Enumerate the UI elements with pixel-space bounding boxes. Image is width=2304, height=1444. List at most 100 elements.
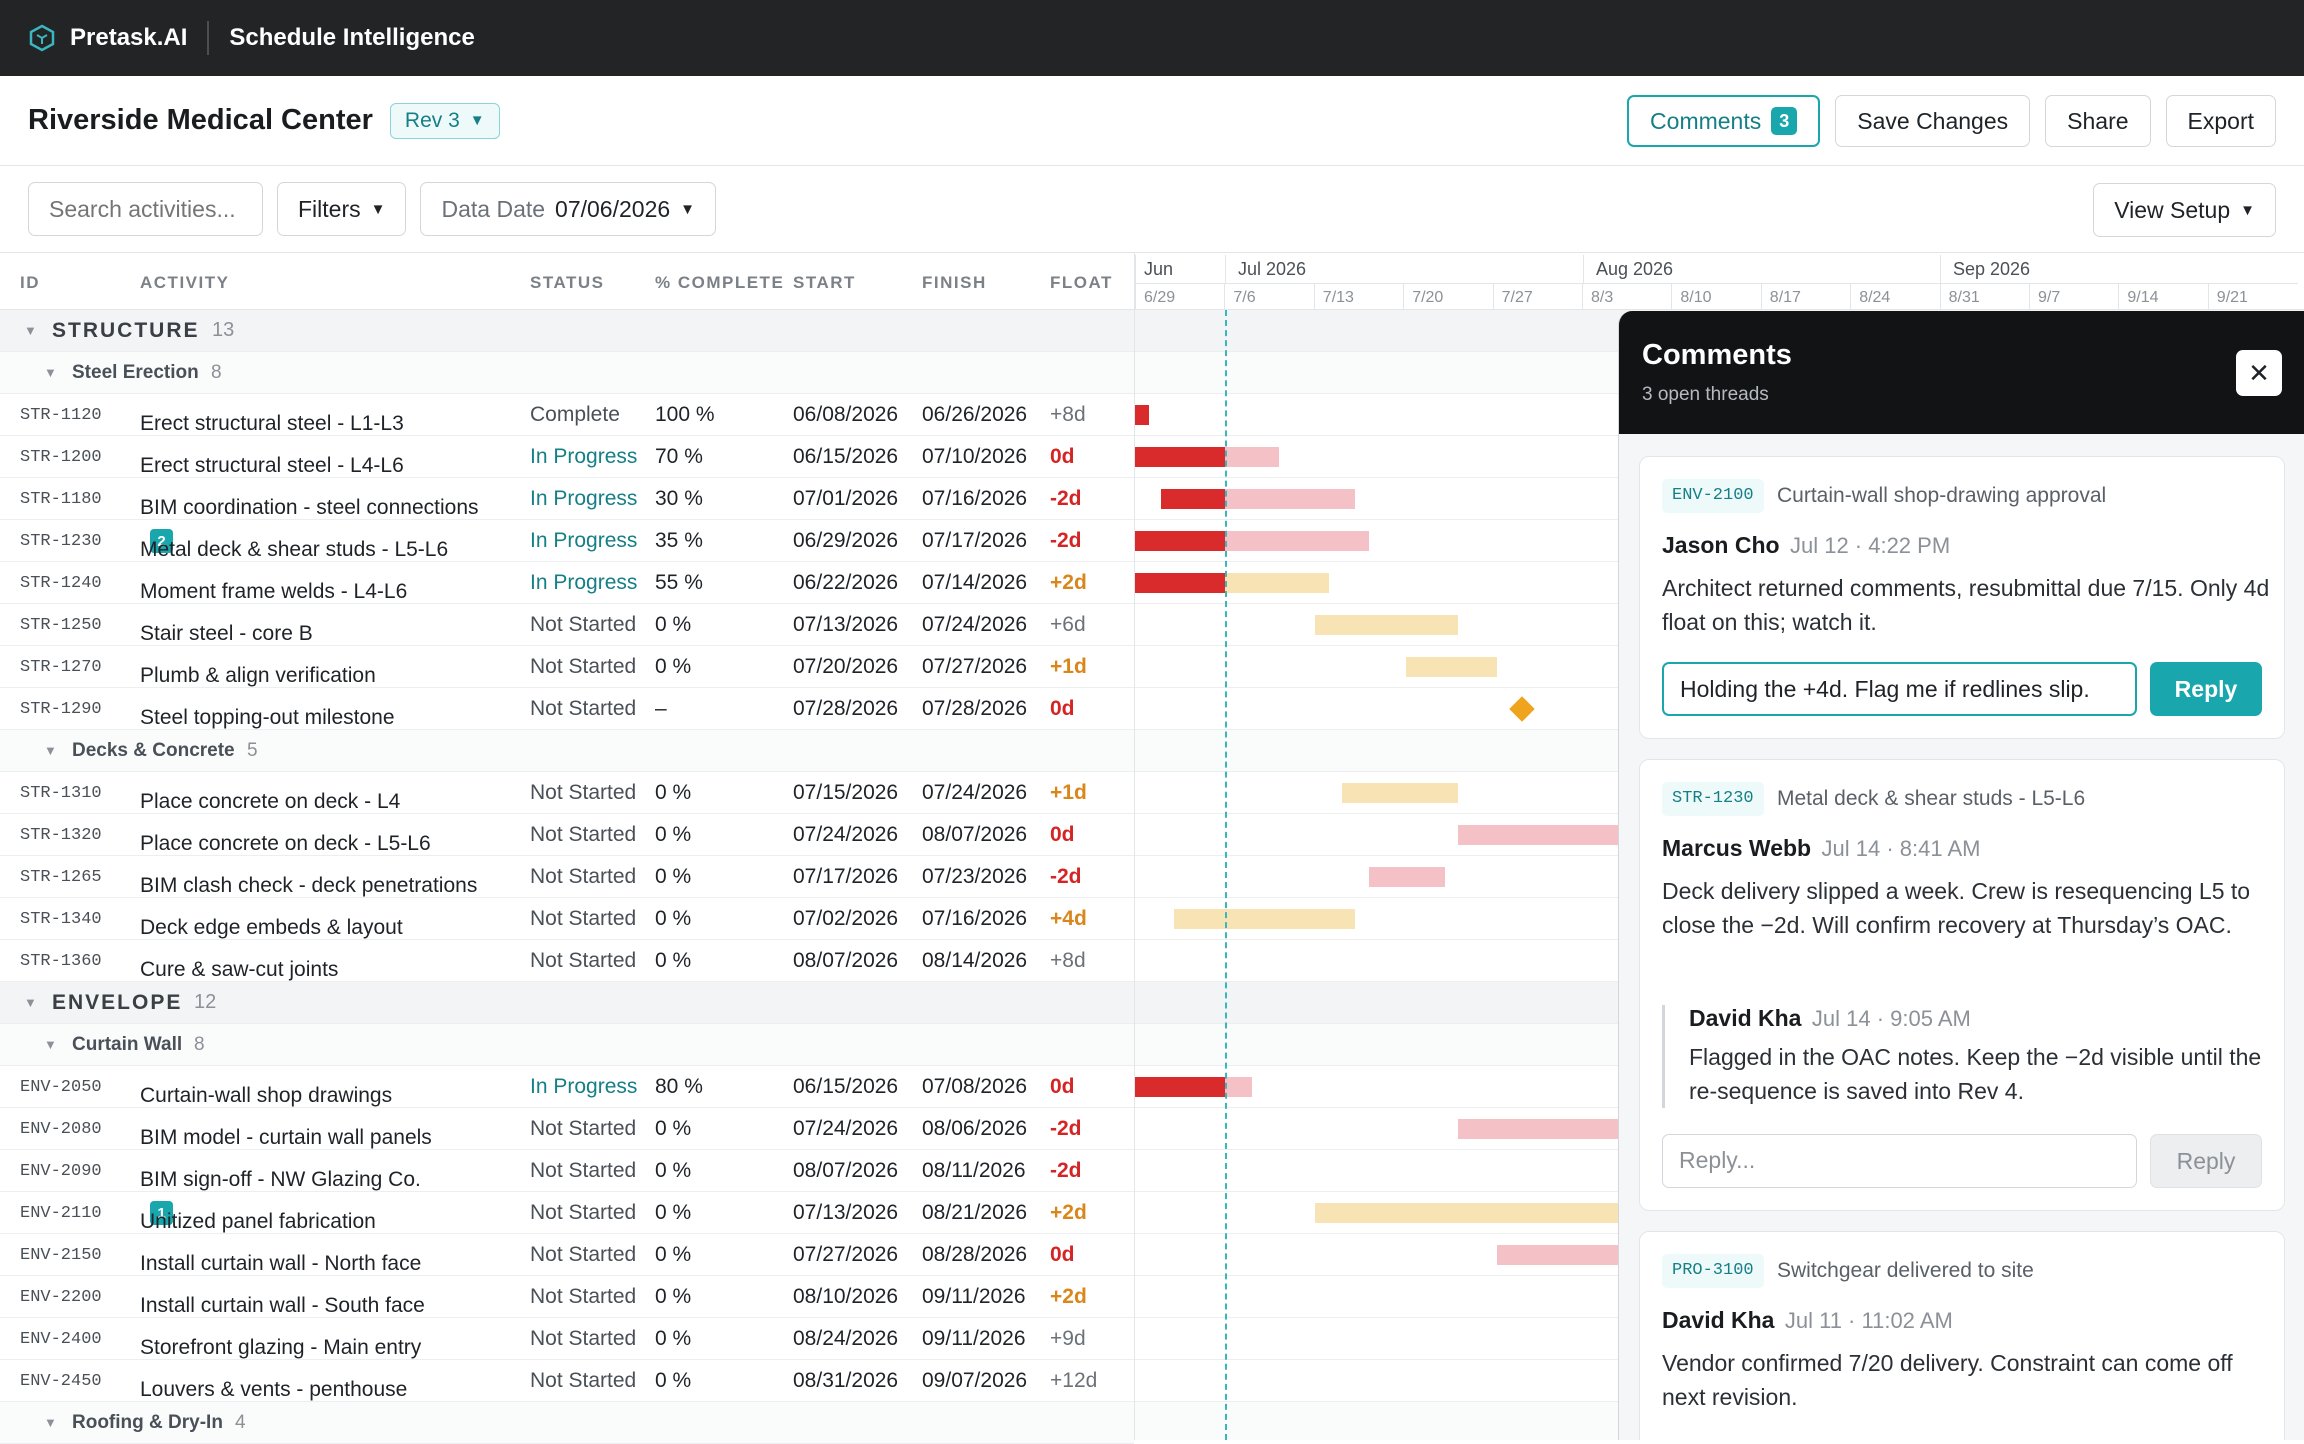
table-row[interactable]: ENV-2050 Curtain-wall shop drawings In Pro… (0, 1066, 1134, 1108)
collapse-caret-icon[interactable]: ▼ (24, 995, 37, 1010)
table-row[interactable]: STR-1340 Deck edge embeds & layout Not Sta… (0, 898, 1134, 940)
comment-count-badge[interactable]: 1 (150, 1201, 173, 1225)
comment-body: Architect returned comments, resubmittal… (1662, 575, 2270, 635)
comment-count-badge[interactable]: 2 (150, 529, 173, 553)
gantt-bar-remaining[interactable] (1458, 825, 1655, 845)
collapse-caret-icon[interactable]: ▼ (24, 323, 37, 338)
gantt-bar-remaining[interactable] (1315, 1203, 1655, 1223)
gantt-bar-remaining[interactable] (1225, 489, 1355, 509)
collapse-caret-icon[interactable]: ▼ (44, 365, 57, 380)
table-row[interactable]: STR-1290 Steel topping-out milestone Not S… (0, 688, 1134, 730)
gantt-bar-complete[interactable] (1135, 1077, 1225, 1097)
reply-button[interactable]: Reply (2150, 662, 2262, 716)
activity-status: In Progress (530, 487, 638, 510)
gantt-bar-complete[interactable] (1135, 531, 1225, 551)
gantt-bar-remaining[interactable] (1225, 447, 1279, 467)
group-name: Roofing & Dry-In (72, 1412, 223, 1433)
gantt-bar-remaining[interactable] (1174, 909, 1355, 929)
revision-select[interactable]: Rev 3 ▼ (389, 102, 500, 139)
column-header-id[interactable]: ID (20, 273, 40, 292)
gantt-bar-remaining[interactable] (1369, 867, 1445, 887)
search-input[interactable] (28, 182, 263, 236)
table-row[interactable]: STR-1360 Cure & saw-cut joints Not Started… (0, 940, 1134, 982)
collapse-caret-icon[interactable]: ▼ (44, 743, 57, 758)
subgroup-row[interactable]: ▼ Curtain Wall 8 (0, 1024, 1134, 1066)
group-name: STRUCTURE (52, 319, 200, 342)
gantt-bar-remaining[interactable] (1225, 531, 1369, 551)
activity-float: +8d (1050, 949, 1086, 972)
share-button[interactable]: Share (2045, 95, 2151, 147)
table-row[interactable]: ENV-2450 Louvers & vents - penthouse Not S… (0, 1360, 1134, 1402)
group-row[interactable]: ▼ STRUCTURE 13 (0, 310, 1134, 352)
table-row[interactable]: STR-1310 Place concrete on deck - L4 Not S… (0, 772, 1134, 814)
save-changes-button[interactable]: Save Changes (1835, 95, 2031, 147)
activity-tag[interactable]: ENV-2100 (1662, 479, 1764, 513)
activity-name: Metal deck & shear studs - L5-L6 2 (140, 529, 448, 561)
collapse-caret-icon[interactable]: ▼ (44, 1415, 57, 1430)
column-header-float[interactable]: FLOAT (1050, 273, 1113, 292)
reply-input[interactable]: Holding the +4d. Flag me if redlines sli… (1662, 662, 2137, 716)
gantt-bar-complete[interactable] (1161, 489, 1225, 509)
reply-input[interactable]: Reply... (1662, 1134, 2137, 1188)
filters-button[interactable]: Filters ▼ (277, 182, 407, 236)
activity-percent: 0 % (655, 1285, 692, 1308)
export-button[interactable]: Export (2165, 95, 2276, 147)
table-row[interactable]: STR-1270 Plumb & align verification Not St… (0, 646, 1134, 688)
gantt-bar-complete[interactable] (1135, 405, 1149, 425)
table-row[interactable]: ENV-2150 Install curtain wall - North fac… (0, 1234, 1134, 1276)
table-row[interactable]: ENV-2080 BIM model - curtain wall panels N… (0, 1108, 1134, 1150)
activity-tag[interactable]: PRO-3100 (1662, 1254, 1764, 1288)
gantt-bar-remaining[interactable] (1406, 657, 1497, 677)
revision-label: Rev 3 (404, 108, 460, 132)
view-setup-button[interactable]: View Setup ▼ (2093, 183, 2276, 237)
timeline-week: 7/20 (1403, 283, 1494, 311)
gantt-bar-remaining[interactable] (1497, 1245, 1655, 1265)
table-row[interactable]: ENV-2110 Unitized panel fabrication 1 Not S… (0, 1192, 1134, 1234)
gantt-bar-complete[interactable] (1135, 573, 1225, 593)
column-header-activity[interactable]: ACTIVITY (140, 273, 230, 292)
activity-percent: – (655, 697, 667, 720)
gantt-bar-remaining[interactable] (1225, 573, 1329, 593)
activity-start: 07/20/2026 (793, 655, 899, 678)
milestone-diamond-icon[interactable] (1509, 696, 1535, 722)
subgroup-row[interactable]: ▼ Steel Erection 8 (0, 352, 1134, 394)
timeline-week: 8/17 (1760, 283, 1851, 311)
reply-button[interactable]: Reply (2150, 1134, 2262, 1188)
gantt-bar-remaining[interactable] (1225, 1077, 1252, 1097)
activity-start: 06/22/2026 (793, 571, 899, 594)
table-row[interactable]: STR-1230 Metal deck & shear studs - L5-L6… (0, 520, 1134, 562)
group-row[interactable]: ▼ ENVELOPE 12 (0, 982, 1134, 1024)
subgroup-row[interactable]: ▼ Decks & Concrete 5 (0, 730, 1134, 772)
gantt-bar-remaining[interactable] (1315, 615, 1458, 635)
column-header-start[interactable]: START (793, 273, 856, 292)
table-row[interactable]: STR-1265 BIM clash check - deck penetrati… (0, 856, 1134, 898)
column-header-finish[interactable]: FINISH (922, 273, 987, 292)
activity-tag[interactable]: STR-1230 (1662, 782, 1764, 816)
activity-finish: 08/07/2026 (922, 823, 1028, 846)
gantt-bar-remaining[interactable] (1342, 783, 1458, 803)
subgroup-row[interactable]: ▼ Roofing & Dry-In 4 (0, 1402, 1134, 1444)
table-row[interactable]: ENV-2200 Install curtain wall - South fac… (0, 1276, 1134, 1318)
activity-id: ENV-2450 (20, 1372, 102, 1391)
activity-start: 07/24/2026 (793, 1117, 899, 1140)
table-row[interactable]: STR-1240 Moment frame welds - L4-L6 In Pro… (0, 562, 1134, 604)
table-row[interactable]: STR-1200 Erect structural steel - L4-L6 In… (0, 436, 1134, 478)
group-count: 8 (211, 362, 222, 383)
gantt-bar-remaining[interactable] (1458, 1119, 1655, 1139)
table-row[interactable]: STR-1180 BIM coordination - steel connect… (0, 478, 1134, 520)
gantt-bar-complete[interactable] (1135, 447, 1225, 467)
comments-button[interactable]: Comments 3 (1627, 95, 1821, 147)
table-row[interactable]: STR-1250 Stair steel - core B Not Started 0… (0, 604, 1134, 646)
activity-float: +9d (1050, 1327, 1086, 1350)
table-row[interactable]: ENV-2400 Storefront glazing - Main entry N… (0, 1318, 1134, 1360)
activity-float: +12d (1050, 1369, 1098, 1392)
table-row[interactable]: STR-1120 Erect structural steel - L1-L3 Co… (0, 394, 1134, 436)
data-date-select[interactable]: Data Date 07/06/2026 ▼ (420, 182, 717, 236)
collapse-caret-icon[interactable]: ▼ (44, 1037, 57, 1052)
close-icon[interactable]: ✕ (2236, 350, 2282, 396)
table-row[interactable]: ENV-2090 BIM sign-off - NW Glazing Co. Not… (0, 1150, 1134, 1192)
column-header-percent-complete[interactable]: % COMPLETE (655, 273, 785, 292)
column-header-status[interactable]: STATUS (530, 273, 605, 292)
activity-id: STR-1360 (20, 952, 102, 971)
table-row[interactable]: STR-1320 Place concrete on deck - L5-L6 No… (0, 814, 1134, 856)
